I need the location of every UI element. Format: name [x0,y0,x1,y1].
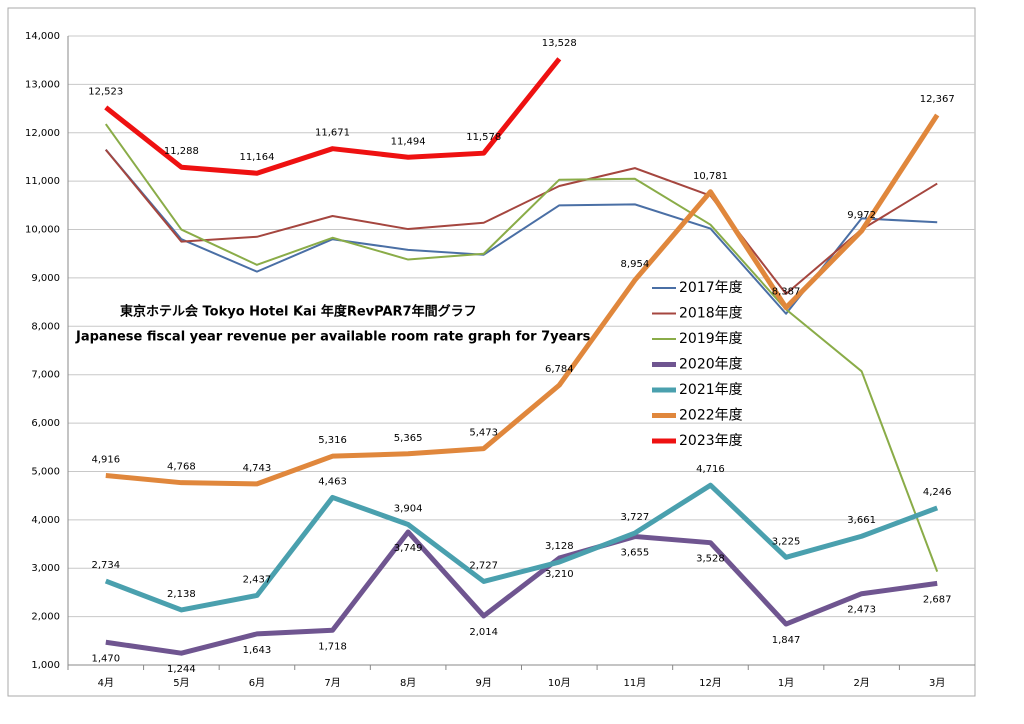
data-label: 1,718 [318,641,347,652]
legend-label: 2021年度 [679,382,743,398]
data-label: 5,365 [394,433,423,444]
legend-label: 2018年度 [679,306,743,322]
data-label: 3,655 [621,548,650,559]
data-label: 2,473 [847,605,876,616]
legend-label: 2017年度 [679,280,743,296]
x-tick-label: 4月 [98,677,114,689]
data-label: 11,164 [239,152,274,163]
y-tick-label: 11,000 [25,176,60,187]
chart-frame [7,7,976,697]
data-label: 8,387 [772,287,801,298]
data-label: 3,661 [847,515,876,526]
data-label: 12,367 [920,94,955,105]
legend-label: 2022年度 [679,408,743,424]
data-label: 3,727 [621,512,650,523]
data-label: 1,847 [772,635,801,646]
data-label: 5,316 [318,435,347,446]
data-label: 2,014 [469,627,498,638]
data-label: 4,246 [923,487,952,498]
data-label: 3,128 [545,541,574,552]
x-tick-label: 6月 [249,677,265,689]
data-label: 11,494 [391,136,426,147]
y-tick-label: 6,000 [31,418,60,429]
y-tick-label: 8,000 [31,321,60,332]
data-label: 13,528 [542,38,577,49]
data-label: 4,768 [167,462,196,473]
data-label: 2,687 [923,594,952,605]
data-label: 11,578 [466,132,501,143]
data-label: 1,470 [91,653,120,664]
data-label: 2,437 [243,574,272,585]
y-tick-label: 14,000 [25,31,60,42]
data-label: 4,716 [696,464,725,475]
data-label: 1,643 [243,645,272,656]
series-line [105,529,938,656]
data-label: 3,210 [545,569,574,580]
data-label: 12,523 [88,86,123,97]
data-label: 3,528 [696,554,725,565]
data-label: 11,288 [164,146,199,157]
series-line [104,482,939,613]
series-line [105,149,938,295]
y-tick-label: 3,000 [31,563,60,574]
x-tick-label: 7月 [324,677,340,689]
chart-title: 東京ホテル会 Tokyo Hotel Kai 年度RevPAR7年間グラフ [120,304,477,320]
data-label: 10,781 [693,171,728,182]
data-label: 9,972 [847,210,876,221]
y-tick-label: 4,000 [31,515,60,526]
x-tick-label: 1月 [778,677,794,689]
y-tick-label: 13,000 [25,79,60,90]
y-tick-label: 10,000 [25,225,60,236]
data-label: 6,784 [545,364,574,375]
data-label: 2,138 [167,589,196,600]
data-label: 2,727 [469,560,498,571]
series-line [104,57,562,176]
data-label: 3,904 [394,503,423,514]
data-label: 11,671 [315,128,350,139]
y-tick-label: 7,000 [31,370,60,381]
series-line [105,113,940,487]
data-label: 8,954 [621,259,650,270]
data-label: 2,734 [91,560,120,571]
y-tick-label: 5,000 [31,466,60,477]
y-tick-label: 9,000 [31,273,60,284]
x-tick-label: 11月 [624,677,647,689]
legend-label: 2020年度 [679,357,743,373]
x-tick-label: 12月 [699,677,722,689]
x-tick-label: 9月 [476,677,492,689]
data-label: 4,743 [243,463,272,474]
y-tick-label: 12,000 [25,128,60,139]
data-label: 3,749 [394,543,423,554]
x-tick-label: 8月 [400,677,416,689]
data-label: 4,916 [91,455,120,466]
data-label: 4,463 [318,476,347,487]
data-label: 1,244 [167,664,196,675]
series-line [104,123,939,572]
legend-label: 2019年度 [679,331,743,347]
data-label: 3,225 [772,536,801,547]
x-tick-label: 10月 [548,677,571,689]
y-tick-label: 1,000 [31,660,60,671]
data-label: 5,473 [469,428,498,439]
x-tick-label: 3月 [929,677,945,689]
chart-subtitle: Japanese fiscal year revenue per availab… [75,330,591,345]
y-tick-label: 2,000 [31,612,60,623]
legend-label: 2023年度 [679,433,743,449]
x-tick-label: 2月 [853,677,869,689]
x-tick-label: 5月 [173,677,189,689]
